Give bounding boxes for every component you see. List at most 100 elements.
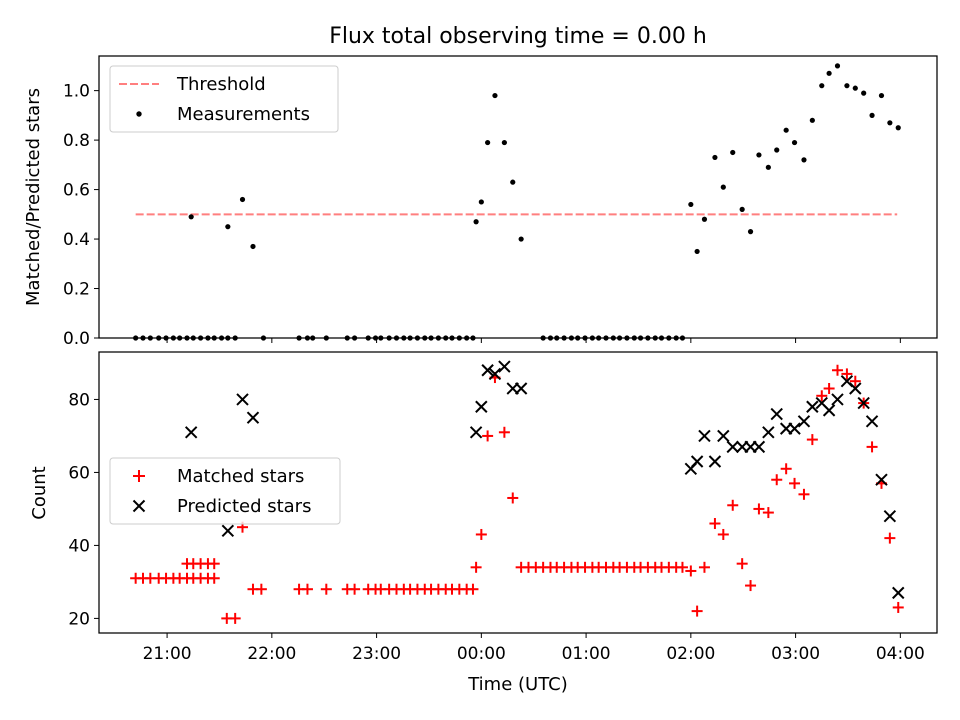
measurement-point bbox=[730, 149, 736, 156]
top-y-axis: 0.0 0.2 0.4 0.6 0.8 1.0 bbox=[63, 82, 99, 349]
bottom-y-axis-label: Count bbox=[29, 466, 50, 519]
x-tick-label: 22:00 bbox=[247, 644, 296, 664]
matched-star-marker bbox=[475, 528, 487, 540]
legend-predicted-swatch bbox=[132, 499, 146, 513]
top-y-tick-label: 0.8 bbox=[63, 131, 90, 151]
matched-star-marker bbox=[482, 430, 494, 442]
legend-threshold-label: Threshold bbox=[176, 74, 266, 95]
matched-star-marker bbox=[229, 612, 241, 624]
measurement-point bbox=[756, 152, 762, 158]
measurement-point bbox=[852, 85, 858, 91]
top-y-tick-label: 0.0 bbox=[63, 329, 90, 349]
matched-star-marker bbox=[823, 382, 835, 394]
x-axis-label: Time (UTC) bbox=[467, 674, 568, 695]
predicted-star-marker bbox=[806, 400, 819, 413]
measurement-point bbox=[225, 224, 231, 230]
matched-star-marker bbox=[676, 561, 688, 573]
matched-star-marker bbox=[698, 561, 710, 573]
x-tick-label: 01:00 bbox=[562, 644, 611, 664]
legend-matched-label: Matched stars bbox=[177, 466, 304, 487]
matched-star-marker bbox=[691, 605, 703, 617]
matched-star-marker bbox=[727, 499, 739, 511]
predicted-star-marker bbox=[857, 396, 870, 410]
matched-star-marker bbox=[745, 580, 757, 592]
matched-star-marker bbox=[709, 518, 721, 530]
predicted-star-marker bbox=[770, 407, 783, 421]
bottom-axes-frame bbox=[98, 351, 938, 634]
x-tick-label: 23:00 bbox=[352, 644, 401, 664]
measurement-point bbox=[747, 229, 754, 235]
matched-star-marker bbox=[208, 558, 220, 570]
measurement-point bbox=[844, 83, 850, 89]
predicted-star-marker bbox=[865, 415, 879, 428]
measurement-point bbox=[791, 139, 798, 146]
bottom-panel: 20 40 60 80 21:00 22:00 23:00 00:00 01:00 02:00 0… bbox=[29, 351, 938, 695]
matched-star-marker bbox=[789, 477, 801, 489]
measurement-point bbox=[878, 92, 885, 99]
top-y-tick-label: 0.2 bbox=[63, 280, 90, 300]
matched-star-marker bbox=[892, 601, 904, 613]
x-tick-label: 02:00 bbox=[666, 644, 715, 664]
predicted-star-marker bbox=[788, 422, 801, 435]
x-tick-label: 21:00 bbox=[143, 644, 192, 664]
measurement-point bbox=[478, 199, 484, 205]
measurement-point bbox=[765, 164, 771, 170]
bottom-y-tick-label: 40 bbox=[68, 536, 90, 556]
predicted-star-marker bbox=[246, 411, 260, 424]
chart-title: Flux total observing time = 0.00 h bbox=[329, 24, 707, 49]
measurement-point bbox=[739, 206, 745, 212]
top-y-tick-label: 1.0 bbox=[63, 82, 90, 102]
predicted-star-marker bbox=[475, 400, 488, 413]
measurement-point bbox=[774, 147, 780, 153]
matched-star-marker bbox=[736, 558, 748, 570]
measurement-point bbox=[826, 70, 832, 76]
predicted-star-marker bbox=[698, 429, 711, 443]
predicted-star-marker bbox=[797, 415, 811, 428]
matched-star-marker bbox=[301, 583, 313, 595]
top-y-tick-label: 0.6 bbox=[63, 181, 90, 201]
measurement-point bbox=[188, 214, 194, 220]
predicted-star-marker bbox=[690, 455, 704, 468]
measurement-point bbox=[783, 127, 789, 133]
measurement-point bbox=[239, 196, 246, 203]
measurement-point bbox=[834, 63, 841, 69]
matched-star-marker bbox=[866, 441, 878, 453]
predicted-star-marker bbox=[822, 404, 836, 417]
bottom-legend: Matched stars Predicted stars bbox=[109, 457, 341, 525]
x-tick-label: 03:00 bbox=[771, 644, 820, 664]
matched-star-marker bbox=[753, 503, 765, 515]
matched-star-marker bbox=[780, 463, 792, 475]
predicted-star-marker bbox=[469, 426, 483, 439]
measurement-point bbox=[510, 179, 516, 185]
top-panel: 0.0 0.2 0.4 0.6 0.8 1.0 Matched/Predicted sta… bbox=[23, 55, 938, 349]
top-legend: Threshold Measurements bbox=[109, 65, 339, 133]
legend-measurements-label: Measurements bbox=[177, 104, 310, 125]
predicted-star-marker bbox=[752, 440, 766, 454]
measurement-point bbox=[887, 120, 893, 126]
measurement-point bbox=[485, 139, 491, 146]
x-tick-label: 00:00 bbox=[457, 644, 506, 664]
measurement-point bbox=[688, 201, 694, 208]
matched-star-marker bbox=[320, 583, 332, 595]
measurement-point bbox=[250, 243, 256, 250]
matched-star-marker bbox=[884, 532, 896, 544]
predicted-star-marker bbox=[849, 382, 862, 395]
legend-measurements-swatch bbox=[136, 111, 142, 117]
measurement-point bbox=[819, 83, 825, 89]
bottom-y-tick-label: 20 bbox=[68, 609, 90, 629]
bottom-y-axis: 20 40 60 80 bbox=[68, 390, 99, 629]
measurement-point bbox=[861, 90, 867, 96]
predicted-star-marker bbox=[875, 473, 888, 486]
measurement-point bbox=[492, 92, 498, 99]
predicted-star-marker bbox=[514, 382, 528, 395]
matched-star-marker bbox=[806, 434, 818, 446]
bottom-y-tick-label: 80 bbox=[68, 390, 90, 410]
top-y-tick-label: 0.4 bbox=[63, 230, 90, 250]
predicted-star-marker bbox=[184, 426, 198, 439]
predicted-star-marker bbox=[762, 426, 775, 439]
bottom-y-tick-label: 60 bbox=[68, 463, 90, 483]
measurement-point bbox=[701, 216, 708, 222]
top-axes-frame bbox=[98, 55, 938, 339]
predicted-star-marker bbox=[236, 393, 249, 406]
